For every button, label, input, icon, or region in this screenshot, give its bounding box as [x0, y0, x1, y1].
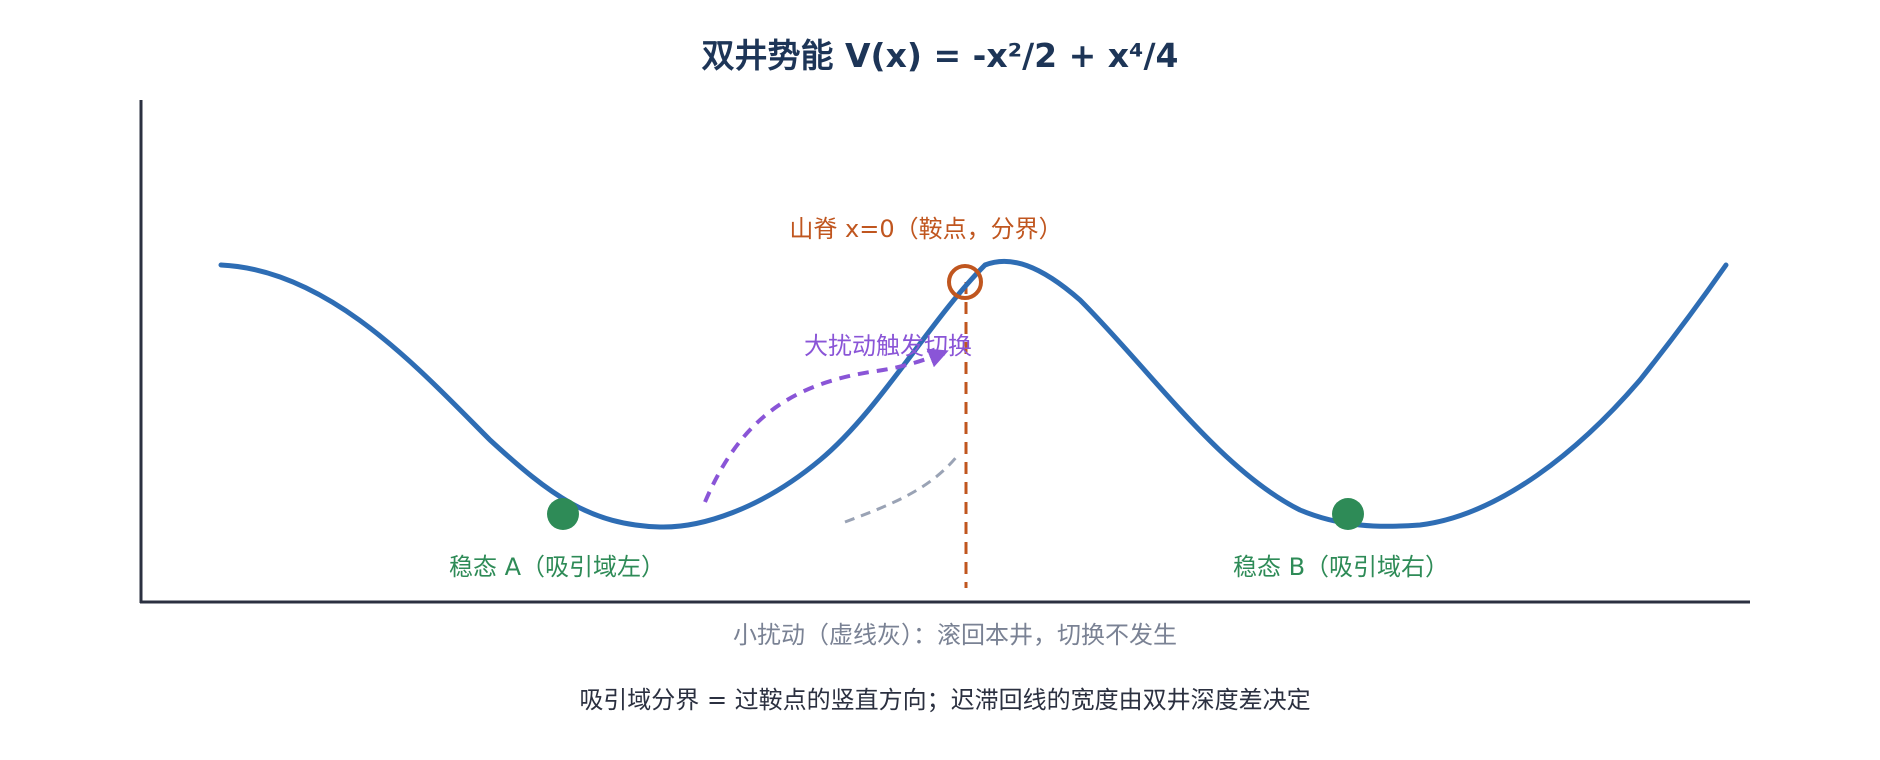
stable-state-a-marker	[547, 498, 579, 530]
big-perturbation-label: 大扰动触发切换	[804, 332, 972, 360]
saddle-label: 山脊 x=0（鞍点，分界）	[789, 215, 1062, 243]
small-perturbation-path	[844, 454, 960, 524]
footer-note: 吸引域分界 = 过鞍点的竖直方向；迟滞回线的宽度由双井深度差决定	[579, 686, 1310, 714]
potential-curve	[218, 258, 1729, 530]
stable-state-b-marker	[1332, 498, 1364, 530]
small-perturbation-note: 小扰动（虚线灰）：滚回本井，切换不发生	[733, 621, 1177, 649]
saddle-point-marker	[947, 264, 983, 300]
stable-state-b-label: 稳态 B（吸引域右）	[1233, 553, 1449, 581]
diagram-title: 双井势能 V(x) = -x²/2 + x⁴/4	[702, 36, 1179, 75]
big-perturbation-arrow	[703, 348, 949, 503]
stable-state-a-label: 稳态 A（吸引域左）	[449, 553, 665, 581]
